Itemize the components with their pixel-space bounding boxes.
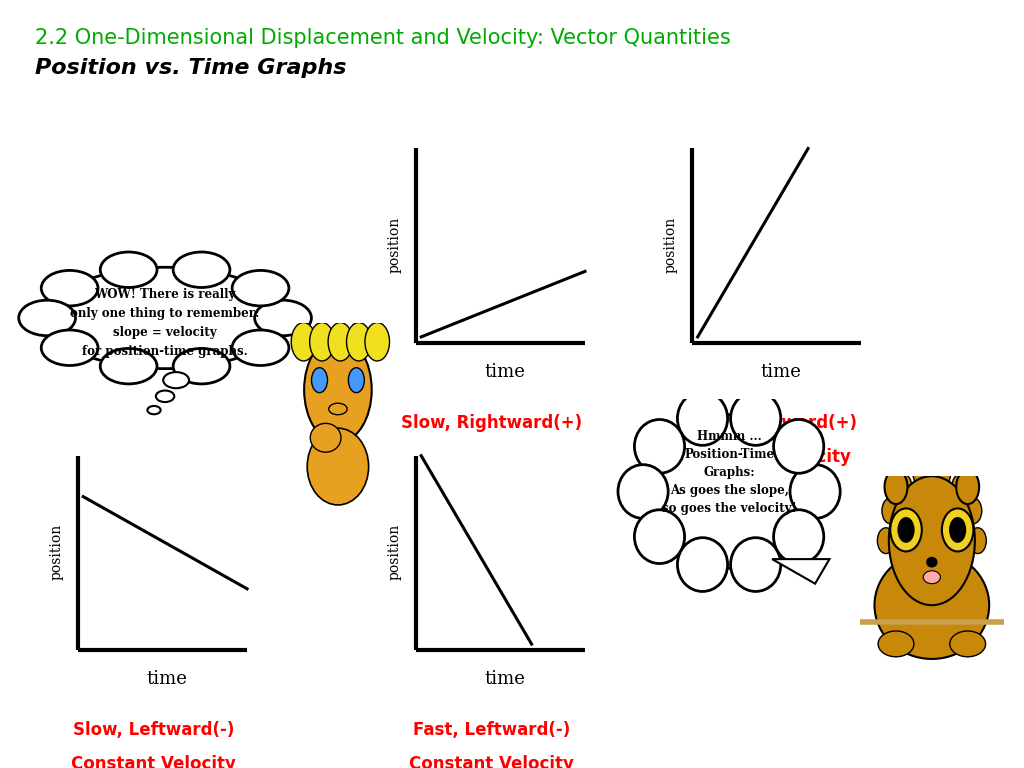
Circle shape bbox=[346, 323, 371, 361]
Circle shape bbox=[617, 465, 668, 518]
Text: time: time bbox=[484, 670, 525, 688]
Text: position: position bbox=[387, 217, 401, 273]
Ellipse shape bbox=[310, 423, 341, 452]
Circle shape bbox=[365, 323, 389, 361]
Text: time: time bbox=[761, 362, 802, 381]
Ellipse shape bbox=[950, 631, 985, 657]
Ellipse shape bbox=[879, 631, 914, 657]
Circle shape bbox=[41, 330, 98, 366]
Ellipse shape bbox=[329, 403, 347, 415]
Circle shape bbox=[147, 406, 161, 414]
Circle shape bbox=[934, 461, 950, 486]
Text: Slow, Leftward(-): Slow, Leftward(-) bbox=[73, 720, 234, 739]
Circle shape bbox=[791, 465, 840, 518]
Circle shape bbox=[913, 461, 930, 486]
Circle shape bbox=[889, 476, 975, 605]
Text: Constant Velocity: Constant Velocity bbox=[685, 448, 851, 466]
Circle shape bbox=[41, 270, 98, 306]
Ellipse shape bbox=[47, 267, 283, 369]
Text: time: time bbox=[484, 362, 525, 381]
Circle shape bbox=[882, 498, 899, 524]
Circle shape bbox=[173, 252, 230, 287]
Text: Constant Velocity: Constant Velocity bbox=[409, 755, 574, 768]
Circle shape bbox=[952, 474, 969, 500]
Circle shape bbox=[773, 419, 823, 473]
Circle shape bbox=[773, 510, 823, 564]
Circle shape bbox=[956, 470, 979, 504]
Circle shape bbox=[255, 300, 311, 336]
Circle shape bbox=[232, 330, 289, 366]
Circle shape bbox=[885, 470, 907, 504]
Circle shape bbox=[163, 372, 189, 389]
Text: position: position bbox=[664, 217, 678, 273]
Text: 2.2 One-Dimensional Displacement and Velocity: Vector Quantities: 2.2 One-Dimensional Displacement and Vel… bbox=[35, 28, 731, 48]
Text: WOW! There is really
only one thing to remember:
slope = velocity
for position-t: WOW! There is really only one thing to r… bbox=[71, 288, 260, 358]
Ellipse shape bbox=[924, 571, 940, 584]
Circle shape bbox=[311, 368, 328, 392]
Text: Fast, Leftward(-): Fast, Leftward(-) bbox=[413, 720, 570, 739]
Circle shape bbox=[949, 517, 967, 543]
Circle shape bbox=[328, 323, 352, 361]
Ellipse shape bbox=[890, 508, 922, 551]
Circle shape bbox=[897, 517, 914, 543]
Circle shape bbox=[173, 349, 230, 384]
Circle shape bbox=[969, 528, 986, 554]
Circle shape bbox=[291, 323, 315, 361]
Circle shape bbox=[309, 323, 334, 361]
Circle shape bbox=[635, 419, 685, 473]
Polygon shape bbox=[772, 559, 829, 584]
Circle shape bbox=[100, 349, 157, 384]
Ellipse shape bbox=[304, 337, 372, 442]
Text: Constant Velocity: Constant Velocity bbox=[71, 755, 237, 768]
Circle shape bbox=[730, 538, 780, 591]
Ellipse shape bbox=[874, 551, 989, 659]
Circle shape bbox=[156, 391, 174, 402]
Text: Position vs. Time Graphs: Position vs. Time Graphs bbox=[35, 58, 346, 78]
Circle shape bbox=[895, 474, 911, 500]
Text: Hmmm ...
Position-Time
Graphs:
As goes the slope,
so goes the velocity!: Hmmm ... Position-Time Graphs: As goes t… bbox=[662, 430, 797, 515]
Text: position: position bbox=[49, 524, 63, 580]
Text: Slow, Rightward(+): Slow, Rightward(+) bbox=[401, 413, 582, 432]
Circle shape bbox=[100, 252, 157, 287]
Circle shape bbox=[965, 498, 982, 524]
Circle shape bbox=[348, 368, 365, 392]
Text: Fast, Rightward(+): Fast, Rightward(+) bbox=[680, 413, 856, 432]
Circle shape bbox=[678, 392, 728, 445]
Ellipse shape bbox=[942, 508, 974, 551]
Circle shape bbox=[232, 270, 289, 306]
Circle shape bbox=[18, 300, 76, 336]
Ellipse shape bbox=[926, 557, 938, 568]
Text: time: time bbox=[146, 670, 187, 688]
Circle shape bbox=[730, 392, 780, 445]
Circle shape bbox=[678, 538, 728, 591]
Text: Constant Velocity: Constant Velocity bbox=[409, 448, 574, 466]
Text: position: position bbox=[387, 524, 401, 580]
Ellipse shape bbox=[643, 415, 815, 568]
Circle shape bbox=[635, 510, 685, 564]
Ellipse shape bbox=[307, 429, 369, 505]
Circle shape bbox=[878, 528, 895, 554]
